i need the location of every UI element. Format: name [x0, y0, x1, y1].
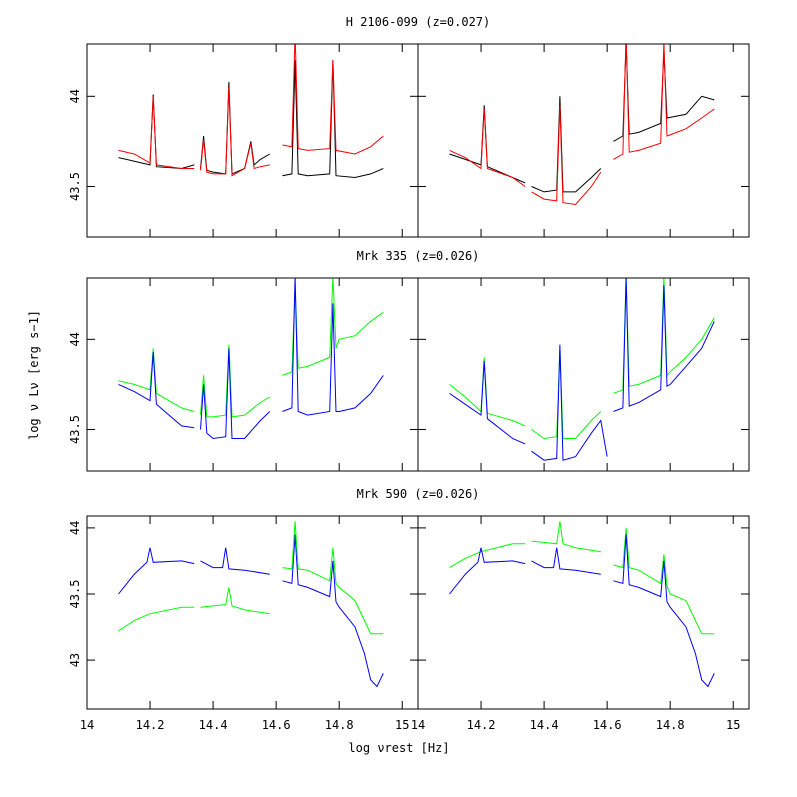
spectrum-line — [449, 521, 715, 635]
y-axis-label: log ν Lν [erg s−1] — [27, 310, 41, 440]
y-tick-label: 44 — [68, 521, 82, 535]
spectrum-line — [118, 521, 384, 635]
panel-frame — [86, 515, 419, 710]
spectrum-line — [118, 278, 384, 440]
panel-frame — [417, 277, 750, 472]
spectrum-line — [449, 278, 715, 461]
x-tick-label: 14 — [411, 718, 425, 732]
panel-title: Mrk 590 (z=0.026) — [357, 487, 480, 501]
plot-area — [118, 44, 384, 179]
y-tick-label: 44 — [68, 89, 82, 103]
x-tick-label: 14.2 — [136, 718, 165, 732]
x-axis-label: log νrest [Hz] — [348, 741, 449, 755]
plot-area — [449, 278, 715, 461]
plot-area — [118, 521, 384, 688]
plot-area — [118, 278, 384, 440]
y-tick-label: 43.5 — [68, 172, 82, 201]
x-tick-label: 15 — [726, 718, 740, 732]
panel-frame — [417, 515, 750, 710]
x-tick-label: 14.2 — [467, 718, 496, 732]
panel-frame — [417, 43, 750, 238]
y-tick-label: 44 — [68, 332, 82, 346]
spectrum-line — [449, 44, 715, 206]
spectrum-line — [449, 278, 715, 440]
panel-title: H 2106-099 (z=0.027) — [346, 15, 491, 29]
spectrum-line — [118, 44, 384, 177]
panel-title: Mrk 335 (z=0.026) — [357, 249, 480, 263]
x-tick-label: 14.8 — [656, 718, 685, 732]
panel-frame — [86, 43, 419, 238]
x-tick-label: 14.6 — [262, 718, 291, 732]
x-tick-label: 14.6 — [593, 718, 622, 732]
y-tick-label: 43.5 — [68, 580, 82, 609]
x-tick-label: 14.4 — [530, 718, 559, 732]
spectrum-line — [118, 60, 384, 179]
spectrum-line — [118, 534, 384, 688]
x-tick-label: 14.8 — [325, 718, 354, 732]
x-tick-label: 14.4 — [199, 718, 228, 732]
x-tick-label: 15 — [395, 718, 409, 732]
plot-area — [449, 521, 715, 688]
x-tick-label: 14 — [80, 718, 94, 732]
spectrum-line — [118, 278, 384, 418]
plot-area — [449, 44, 715, 206]
y-tick-label: 43 — [68, 653, 82, 667]
y-tick-label: 43.5 — [68, 415, 82, 444]
spectrum-line — [449, 534, 715, 688]
panel-frame — [86, 277, 419, 472]
